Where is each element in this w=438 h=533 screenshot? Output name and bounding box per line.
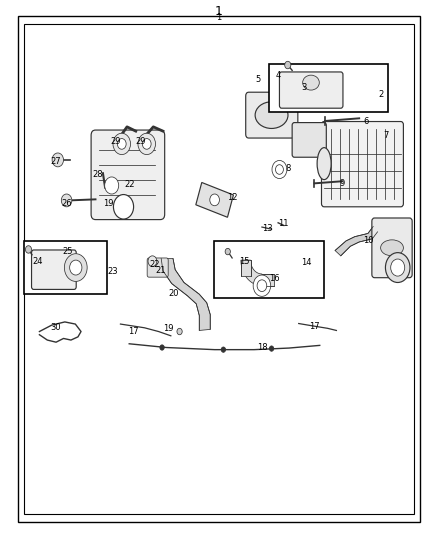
FancyBboxPatch shape <box>372 218 412 278</box>
Text: 1: 1 <box>215 5 223 18</box>
Polygon shape <box>161 259 210 330</box>
Circle shape <box>105 177 119 194</box>
Circle shape <box>391 259 405 276</box>
Polygon shape <box>241 260 251 276</box>
FancyBboxPatch shape <box>321 122 403 207</box>
Polygon shape <box>335 227 378 256</box>
Text: 8: 8 <box>286 165 291 173</box>
Text: 22: 22 <box>125 180 135 189</box>
Circle shape <box>225 248 230 255</box>
Bar <box>24 24 414 514</box>
Text: 3: 3 <box>301 83 306 92</box>
Text: 10: 10 <box>364 237 374 245</box>
Bar <box>269 64 388 112</box>
Text: 21: 21 <box>155 266 166 275</box>
Bar <box>24 241 107 294</box>
Circle shape <box>61 194 72 207</box>
Text: 19: 19 <box>163 325 173 333</box>
Text: 29: 29 <box>135 138 145 146</box>
Text: 17: 17 <box>309 322 320 330</box>
Text: 17: 17 <box>128 327 138 336</box>
Text: 15: 15 <box>239 257 250 265</box>
Text: 14: 14 <box>301 258 312 266</box>
FancyBboxPatch shape <box>32 250 76 289</box>
FancyBboxPatch shape <box>279 72 343 108</box>
Circle shape <box>25 246 32 253</box>
Text: 11: 11 <box>279 219 289 228</box>
Text: 29: 29 <box>110 138 120 146</box>
Polygon shape <box>262 274 274 286</box>
Text: 28: 28 <box>92 171 102 179</box>
Polygon shape <box>196 182 233 217</box>
Circle shape <box>285 61 291 69</box>
Text: 5: 5 <box>255 76 260 84</box>
Ellipse shape <box>210 194 219 206</box>
Bar <box>214 241 324 298</box>
Text: 2: 2 <box>378 91 384 99</box>
Ellipse shape <box>255 102 288 128</box>
Text: 25: 25 <box>62 247 73 256</box>
Text: 22: 22 <box>149 260 160 269</box>
Circle shape <box>257 280 267 292</box>
Text: 6: 6 <box>364 117 369 126</box>
Text: 7: 7 <box>384 132 389 140</box>
Circle shape <box>272 160 287 179</box>
Text: 1: 1 <box>216 13 222 22</box>
Text: 13: 13 <box>262 224 272 232</box>
Circle shape <box>138 133 155 155</box>
Circle shape <box>64 254 87 281</box>
Text: 27: 27 <box>51 157 61 166</box>
Text: 20: 20 <box>169 289 179 297</box>
Circle shape <box>117 139 126 149</box>
Circle shape <box>276 165 283 174</box>
Text: 4: 4 <box>276 71 281 80</box>
Polygon shape <box>241 260 262 286</box>
Text: 26: 26 <box>62 199 72 208</box>
Circle shape <box>385 253 410 282</box>
Text: 9: 9 <box>340 179 345 188</box>
Circle shape <box>177 328 182 335</box>
Ellipse shape <box>317 148 331 180</box>
Text: 19: 19 <box>103 199 113 208</box>
Circle shape <box>269 346 274 351</box>
Text: 12: 12 <box>227 193 237 201</box>
Text: 24: 24 <box>32 257 43 265</box>
Ellipse shape <box>303 75 319 90</box>
Text: 18: 18 <box>257 343 267 352</box>
Circle shape <box>113 133 131 155</box>
Circle shape <box>221 347 226 352</box>
Ellipse shape <box>381 240 403 256</box>
Circle shape <box>253 275 271 296</box>
FancyBboxPatch shape <box>292 123 326 157</box>
Text: 30: 30 <box>51 324 61 332</box>
Circle shape <box>70 260 82 275</box>
Circle shape <box>142 139 151 149</box>
FancyBboxPatch shape <box>91 130 165 220</box>
FancyBboxPatch shape <box>147 258 168 277</box>
Circle shape <box>113 195 134 219</box>
Circle shape <box>160 345 164 350</box>
Circle shape <box>148 256 157 266</box>
Text: 16: 16 <box>269 274 279 282</box>
Circle shape <box>52 153 64 167</box>
Text: 23: 23 <box>108 268 118 276</box>
FancyBboxPatch shape <box>246 92 298 138</box>
